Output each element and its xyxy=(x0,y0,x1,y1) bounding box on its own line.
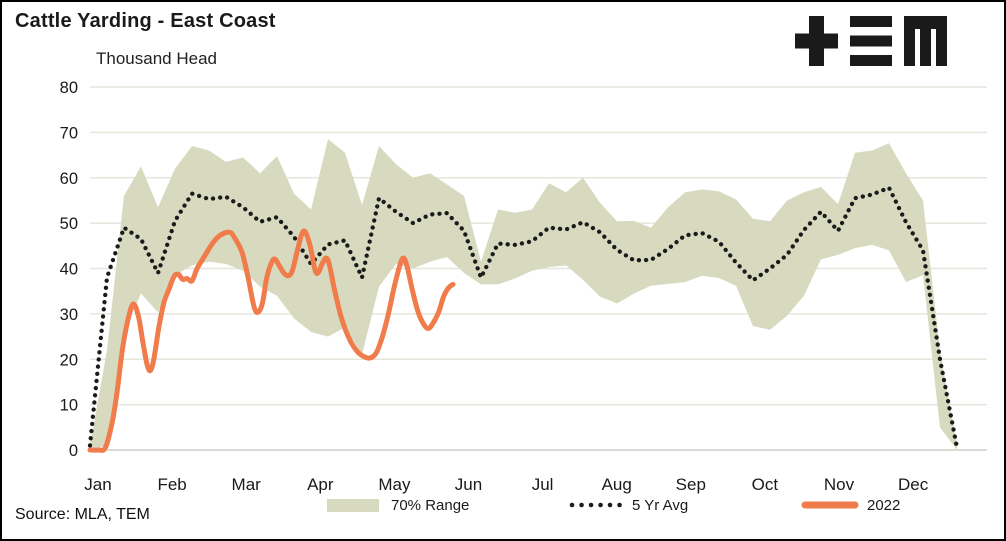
y-tick-label: 50 xyxy=(60,215,78,233)
month-label-jun: Jun xyxy=(454,475,483,494)
legend-item-avg: 5 Yr Avg xyxy=(568,494,688,516)
avg-dotted-line xyxy=(87,184,960,450)
band-70pct-range xyxy=(90,139,957,450)
y-tick-label: 0 xyxy=(69,442,78,460)
chart-legend: 70% Range 5 Yr Avg 2022 xyxy=(2,494,1004,518)
x-axis: Jan Feb Mar Apr May Jun Jul Aug Sep Oct Nov Dec xyxy=(2,475,1004,499)
y-tick-label: 40 xyxy=(60,261,78,279)
line-2022 xyxy=(87,228,456,453)
y-tick-label: 10 xyxy=(60,397,78,415)
legend-item-range: 70% Range xyxy=(327,494,469,516)
tem-logo-icon xyxy=(795,16,947,66)
y-tick-label: 70 xyxy=(60,124,78,142)
legend-avg-label: 5 Yr Avg xyxy=(632,496,689,514)
legend-2022-label: 2022 xyxy=(867,496,901,514)
month-label-jul: Jul xyxy=(531,475,554,494)
y-tick-label: 60 xyxy=(60,170,78,188)
month-label-oct: Oct xyxy=(751,475,779,494)
line-2022-swatch-icon xyxy=(801,501,859,509)
month-label-apr: Apr xyxy=(307,475,334,494)
month-label-aug: Aug xyxy=(601,475,632,494)
y-tick-label: 30 xyxy=(60,306,78,324)
month-label-nov: Nov xyxy=(823,475,855,494)
y-tick-label: 80 xyxy=(60,79,78,97)
month-label-may: May xyxy=(378,475,411,494)
page-title: Cattle Yarding - East Coast xyxy=(15,10,276,32)
month-label-jan: Jan xyxy=(84,475,112,494)
month-label-feb: Feb xyxy=(157,475,187,494)
month-label-sep: Sep xyxy=(675,475,706,494)
source-note: Source: MLA, TEM xyxy=(15,506,150,523)
cattle-yarding-chart: 0 10 20 30 40 50 60 70 80 xyxy=(60,79,987,460)
chart-subtitle: Thousand Head xyxy=(96,49,217,68)
y-tick-label: 20 xyxy=(60,351,78,369)
month-label-mar: Mar xyxy=(231,475,261,494)
avg-dotted-swatch-icon xyxy=(569,502,623,508)
range-swatch-icon xyxy=(327,498,379,512)
month-label-dec: Dec xyxy=(897,475,929,494)
legend-range-label: 70% Range xyxy=(391,496,470,514)
legend-item-2022: 2022 xyxy=(801,494,900,516)
